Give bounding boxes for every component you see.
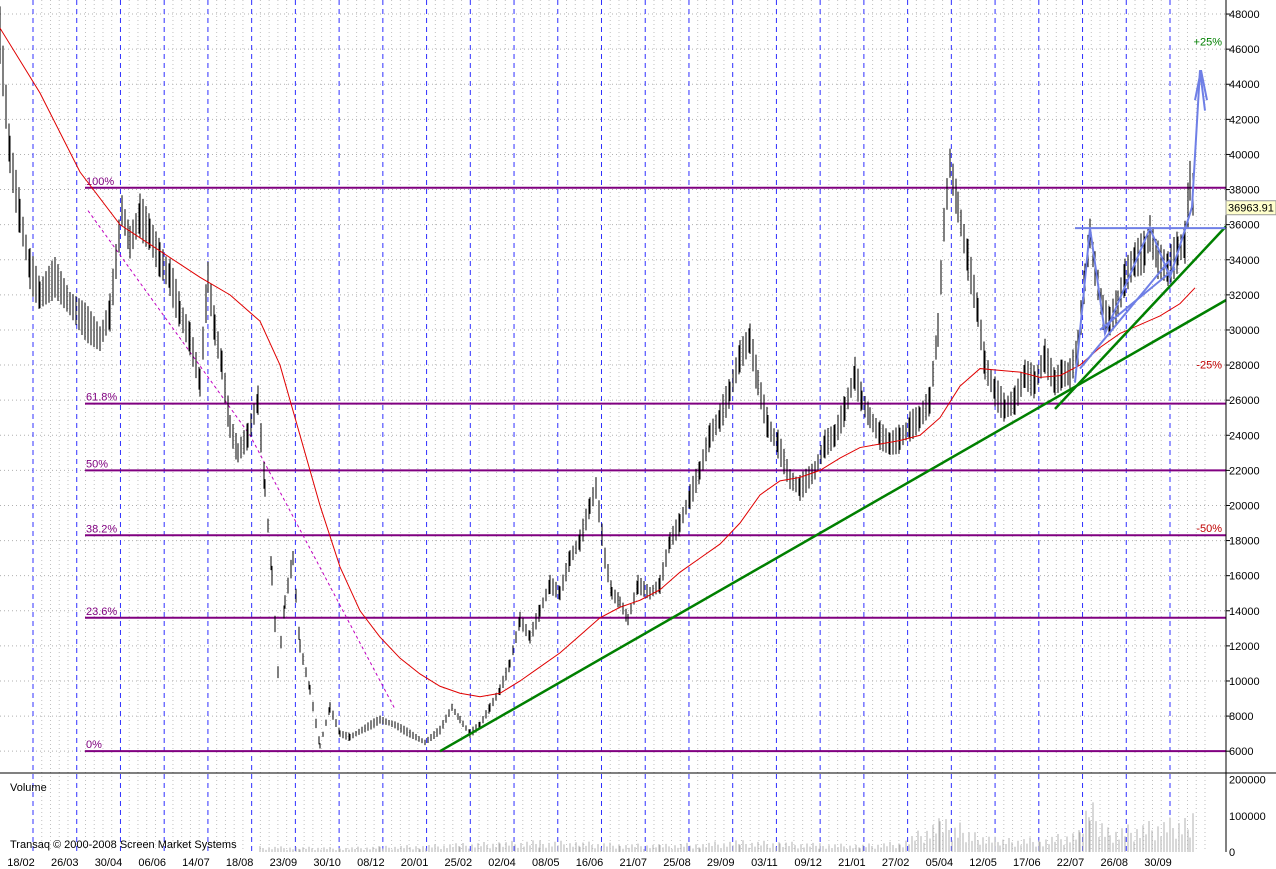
fib-level-label: 0%: [86, 739, 102, 751]
fib-drawing-dashed-line: [87, 210, 396, 710]
x-tick-label: 26/08: [1101, 857, 1129, 869]
x-tick-label: 25/08: [663, 857, 691, 869]
price-axis-label: 32000: [1229, 290, 1260, 302]
percent-marker-label: -25%: [1196, 360, 1222, 372]
x-tick-label: 08/05: [532, 857, 560, 869]
price-axis-label: 44000: [1229, 79, 1260, 91]
price-axis-label: 10000: [1229, 676, 1260, 688]
projection-arrow-head: [1194, 70, 1208, 101]
last-price-box: [1225, 200, 1276, 216]
x-tick-label: 30/10: [313, 857, 341, 869]
price-axis-label: 26000: [1229, 395, 1260, 407]
fib-level-label: 50%: [86, 458, 108, 470]
price-axis-label: 16000: [1229, 571, 1260, 583]
volume-label: Volume: [10, 782, 47, 794]
x-tick-label: 26/03: [51, 857, 79, 869]
x-tick-label: 02/04: [488, 857, 516, 869]
fib-level-label: 100%: [86, 176, 114, 188]
price-axis-label: 48000: [1229, 9, 1260, 21]
x-tick-label: 03/11: [751, 857, 778, 869]
x-tick-label: 18/02: [7, 857, 35, 869]
price-axis-label: 22000: [1229, 465, 1260, 477]
fib-level-label: 38.2%: [86, 523, 117, 535]
x-tick-label: 27/02: [882, 857, 910, 869]
x-tick-label: 18/08: [226, 857, 254, 869]
x-tick-label: 21/07: [619, 857, 647, 869]
x-tick-label: 30/04: [95, 857, 123, 869]
price-axis-label: 34000: [1229, 255, 1260, 267]
price-axis-label: 30000: [1229, 325, 1260, 337]
x-tick-label: 08/12: [357, 857, 385, 869]
fib-level-label: 61.8%: [86, 392, 117, 404]
projection-arrow: [1074, 70, 1206, 383]
trendline: [439, 299, 1227, 753]
price-axis-label: 20000: [1229, 500, 1260, 512]
x-tick-label: 12/05: [969, 857, 997, 869]
x-tick-label: 25/02: [445, 857, 473, 869]
trendline: [1054, 225, 1227, 410]
x-tick-label: 29/09: [707, 857, 735, 869]
price-axis-label: 24000: [1229, 430, 1260, 442]
x-tick-label: 17/06: [1013, 857, 1041, 869]
percent-marker-label: +25%: [1194, 37, 1223, 49]
volume-axis-label: 100000: [1229, 811, 1266, 823]
price-axis-label: 12000: [1229, 641, 1260, 653]
fib-level-label: 23.6%: [86, 606, 117, 618]
volume-axis-label: 200000: [1229, 775, 1266, 787]
x-tick-label: 22/07: [1057, 857, 1085, 869]
x-tick-label: 20/01: [401, 857, 429, 869]
price-axis-label: 46000: [1229, 44, 1260, 56]
x-tick-label: 16/06: [576, 857, 604, 869]
price-axis-label: 8000: [1229, 711, 1253, 723]
price-axis-label: 6000: [1229, 746, 1253, 758]
wedge-line: [1079, 259, 1171, 370]
x-tick-label: 06/06: [138, 857, 166, 869]
x-tick-label: 05/04: [926, 857, 954, 869]
volume-axis-label: 0: [1229, 847, 1235, 859]
last-price-label: 36963.91: [1228, 203, 1274, 215]
price-axis-label: 18000: [1229, 536, 1260, 548]
moving-average-line: [0, 27, 1196, 698]
price-axis-label: 14000: [1229, 606, 1260, 618]
x-tick-label: 21/01: [838, 857, 866, 869]
copyright-text: Transaq © 2000-2008 Screen Market System…: [10, 839, 237, 851]
x-tick-label: 09/12: [794, 857, 822, 869]
percent-marker-label: -50%: [1196, 523, 1222, 535]
price-axis-label: 38000: [1229, 185, 1260, 197]
wedge-line: [1099, 267, 1176, 331]
price-axis-label: 36000: [1229, 220, 1260, 232]
x-tick-label: 14/07: [182, 857, 210, 869]
price-axis-label: 28000: [1229, 360, 1260, 372]
plot-background: [0, 0, 1226, 852]
x-tick-label: 30/09: [1144, 857, 1172, 869]
price-axis-label: 40000: [1229, 149, 1260, 161]
x-tick-label: 23/09: [270, 857, 298, 869]
price-axis-label: 42000: [1229, 114, 1260, 126]
